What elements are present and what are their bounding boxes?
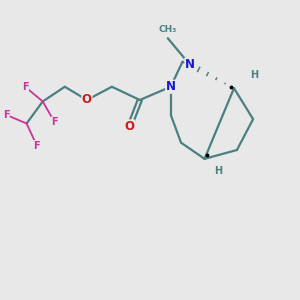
Text: N: N xyxy=(166,80,176,93)
Text: O: O xyxy=(124,120,134,133)
Text: H: H xyxy=(250,70,259,80)
Text: H: H xyxy=(214,166,222,176)
Text: CH₃: CH₃ xyxy=(159,25,177,34)
Text: O: O xyxy=(82,94,92,106)
Text: F: F xyxy=(22,82,28,92)
Text: F: F xyxy=(34,141,40,151)
Text: F: F xyxy=(3,110,9,120)
Text: N: N xyxy=(185,58,195,71)
Text: F: F xyxy=(51,117,58,127)
